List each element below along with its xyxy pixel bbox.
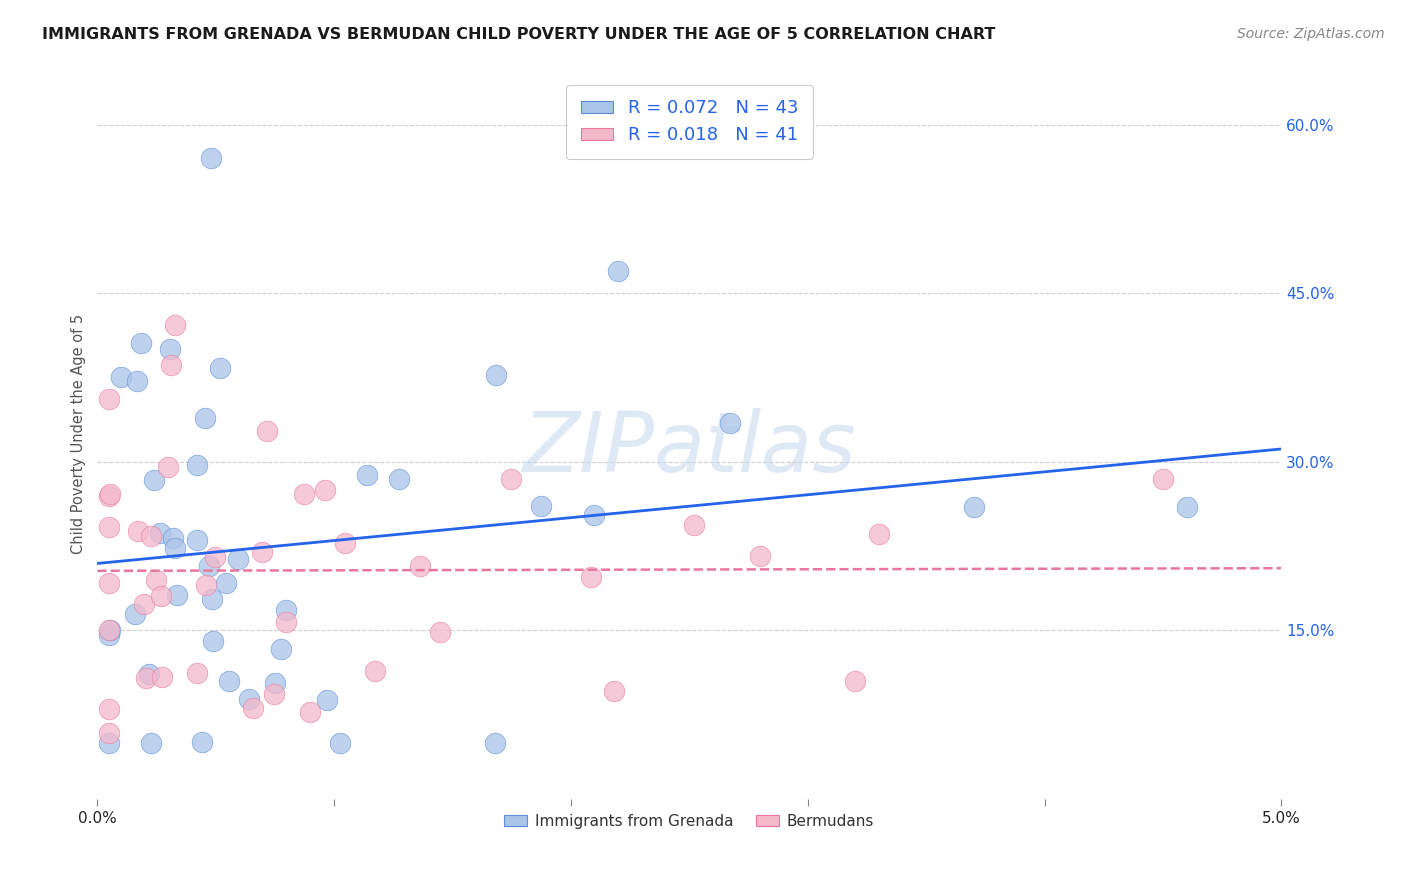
Point [149, 525, 172, 540]
Point [198, 559, 221, 574]
Point [388, 472, 411, 486]
Point [166, 588, 188, 602]
Point [292, 486, 315, 500]
Point [844, 673, 866, 688]
Point [98, 736, 121, 750]
Point [314, 483, 336, 498]
Point [98, 623, 121, 637]
Point [138, 667, 160, 681]
Point [98, 623, 121, 637]
Point [226, 552, 249, 566]
Point [204, 550, 226, 565]
Point [682, 518, 704, 533]
Point [501, 472, 523, 486]
Point [98, 726, 121, 740]
Point [100, 487, 122, 501]
Point [201, 592, 224, 607]
Point [256, 425, 278, 439]
Point [209, 360, 232, 375]
Point [191, 735, 214, 749]
Point [274, 603, 297, 617]
Point [579, 570, 602, 584]
Point [749, 549, 772, 564]
Point [329, 736, 352, 750]
Text: ZIPatlas: ZIPatlas [523, 408, 856, 489]
Point [98, 575, 121, 590]
Point [135, 671, 157, 685]
Point [316, 693, 339, 707]
Point [200, 152, 222, 166]
Point [150, 589, 173, 603]
Point [962, 500, 984, 514]
Point [162, 531, 184, 545]
Point [186, 666, 208, 681]
Point [530, 499, 553, 513]
Point [1152, 472, 1174, 486]
Point [139, 529, 162, 543]
Point [602, 684, 624, 698]
Point [214, 576, 236, 591]
Point [186, 533, 208, 547]
Point [429, 625, 451, 640]
Point [129, 336, 152, 351]
Point [333, 536, 356, 550]
Point [127, 375, 149, 389]
Point [98, 489, 121, 503]
Point [607, 264, 630, 278]
Point [485, 368, 508, 382]
Point [152, 670, 174, 684]
Point [186, 458, 208, 472]
Point [356, 467, 378, 482]
Text: IMMIGRANTS FROM GRENADA VS BERMUDAN CHILD POVERTY UNDER THE AGE OF 5 CORRELATION: IMMIGRANTS FROM GRENADA VS BERMUDAN CHIL… [42, 27, 995, 42]
Point [238, 692, 260, 706]
Point [242, 701, 264, 715]
Point [142, 473, 165, 487]
Point [139, 736, 162, 750]
Point [263, 687, 285, 701]
Point [409, 559, 432, 574]
Point [484, 736, 506, 750]
Point [163, 541, 186, 556]
Point [718, 416, 741, 430]
Point [250, 545, 273, 559]
Point [364, 665, 387, 679]
Point [157, 460, 180, 475]
Point [264, 675, 287, 690]
Point [110, 370, 132, 384]
Point [194, 411, 217, 425]
Point [98, 702, 121, 716]
Point [159, 343, 181, 357]
Point [218, 674, 240, 689]
Point [134, 597, 156, 611]
Point [127, 524, 149, 538]
Point [160, 359, 183, 373]
Point [194, 577, 217, 591]
Point [270, 642, 292, 657]
Point [298, 706, 321, 720]
Legend: Immigrants from Grenada, Bermudans: Immigrants from Grenada, Bermudans [498, 808, 880, 835]
Point [124, 607, 146, 621]
Point [98, 519, 121, 533]
Point [98, 628, 121, 642]
Y-axis label: Child Poverty Under the Age of 5: Child Poverty Under the Age of 5 [72, 314, 86, 554]
Point [201, 633, 224, 648]
Point [868, 526, 890, 541]
Point [145, 573, 167, 587]
Text: Source: ZipAtlas.com: Source: ZipAtlas.com [1237, 27, 1385, 41]
Point [276, 615, 298, 629]
Point [583, 508, 606, 523]
Point [98, 392, 121, 407]
Point [163, 318, 186, 332]
Point [1175, 500, 1198, 514]
